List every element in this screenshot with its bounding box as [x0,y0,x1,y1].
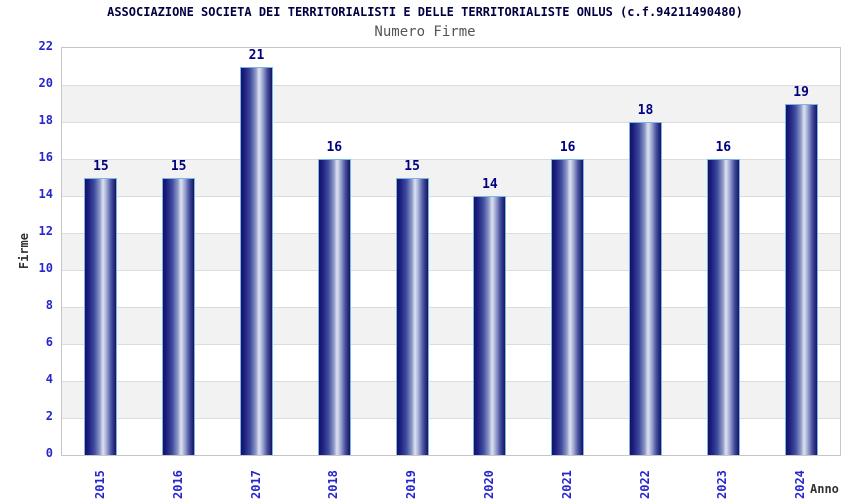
bar-value-label: 16 [326,140,343,155]
bar-value-label: 15 [404,158,420,174]
plot-area: 15 15 21 16 15 14 16 18 16 19 [61,47,841,456]
chart-title: ASSOCIAZIONE SOCIETA DEI TERRITORIALISTI… [107,5,743,19]
gridline [62,344,840,345]
y-tick-label: 14 [38,187,53,201]
bar-value-label: 16 [715,140,732,155]
bar-2018 [317,159,351,455]
bar-value-label: 16 [559,140,576,155]
bar-2024 [784,103,818,455]
x-tick-label: 2015 [92,470,107,499]
x-axis-title: Anno [810,482,839,496]
x-tick-label: 2023 [715,470,730,499]
gridline [62,196,840,197]
gridline [62,85,840,86]
x-tick-label: 2021 [559,470,574,499]
bar-2019 [395,177,429,455]
x-tick-label: 2016 [170,470,185,499]
x-tick-label: 2018 [326,470,341,499]
gridline [62,159,840,160]
bar-2017 [240,66,273,455]
y-tick-label: 12 [38,224,53,238]
x-tick-label: 2020 [481,470,496,499]
bar-2022 [629,122,662,455]
y-tick-label: 20 [38,76,53,90]
bar-value-label: 14 [482,177,498,192]
bar-value-label: 15 [170,158,187,174]
plot-band [62,85,840,122]
bar-2021 [551,159,585,455]
x-tick-label: 2019 [404,470,419,499]
y-tick-label: 0 [45,446,53,460]
y-tick-label: 10 [38,261,53,275]
plot-band [62,122,840,159]
plot-band [62,48,840,85]
bar-2020 [473,196,507,455]
chart-subtitle: Numero Firme [374,24,476,40]
bar-value-label: 19 [793,84,809,100]
gridline [62,233,840,234]
bar-2015 [84,177,118,455]
y-tick-label: 6 [45,335,53,349]
x-tick-label: 2022 [637,470,652,499]
x-tick-label: 2024 [793,470,808,499]
x-tick-label: 2017 [248,470,263,499]
bar-value-label: 21 [248,47,265,63]
bar-2023 [706,159,740,455]
bar-value-label: 18 [637,103,654,118]
bar-2016 [162,177,196,455]
gridline [62,270,840,271]
bar-value-label: 15 [93,158,109,174]
y-tick-label: 4 [45,372,53,386]
y-tick-label: 18 [38,113,53,127]
y-tick-label: 16 [38,150,53,164]
gridline [62,418,840,419]
y-tick-label: 8 [45,298,53,312]
y-tick-label: 2 [45,409,53,423]
gridline [62,307,840,308]
y-tick-label: 22 [38,39,53,53]
gridline [62,381,840,382]
gridline [62,122,840,123]
